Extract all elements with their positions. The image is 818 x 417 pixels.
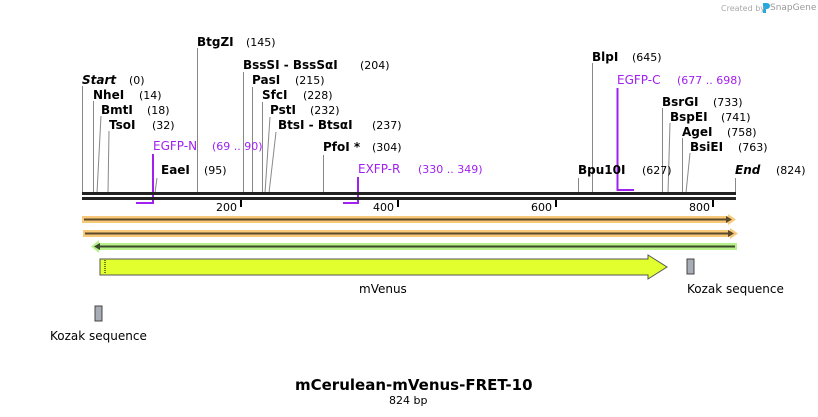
ruler-ticks: [240, 200, 714, 207]
site-agei-pos: (758): [727, 126, 757, 139]
site-bspei[interactable]: BspEI: [670, 110, 708, 124]
site-pasi-pos: (215): [295, 74, 325, 87]
feature-mvenus-arrow[interactable]: [99, 254, 668, 280]
primer-exfp-r[interactable]: EXFP-R: [358, 162, 401, 176]
site-tsoi-pos: (32): [152, 119, 175, 132]
feature-kozak-left[interactable]: [94, 305, 103, 322]
site-psti-pos: (232): [310, 104, 340, 117]
site-btgzi[interactable]: BtgZI: [197, 35, 234, 49]
site-bsssi[interactable]: BssSI - BssSαI: [243, 58, 338, 72]
site-pasi[interactable]: PasI: [252, 73, 281, 87]
site-start-pos: (0): [129, 74, 145, 87]
site-bsrgi[interactable]: BsrGI: [662, 95, 699, 109]
feature-kozak-right[interactable]: [686, 258, 695, 275]
map-length: 824 bp: [389, 394, 428, 407]
feature-kozak-right-label: Kozak sequence: [687, 282, 784, 296]
site-pfoi[interactable]: PfoI *: [323, 140, 361, 154]
primer-egfp-c[interactable]: EGFP-C: [617, 73, 661, 87]
site-sfci-pos: (228): [303, 89, 333, 102]
site-blpi-pos: (645): [632, 51, 662, 64]
site-sfci[interactable]: SfcI: [262, 88, 288, 102]
site-bsssi-pos: (204): [360, 59, 390, 72]
site-tsoi[interactable]: TsoI: [109, 118, 136, 132]
primer-exfp-r-range: (330 .. 349): [418, 163, 483, 176]
site-bsiei[interactable]: BsiEI: [690, 140, 724, 154]
site-blpi[interactable]: BlpI: [592, 50, 619, 64]
primer-markers: [136, 88, 634, 204]
site-bpu10i[interactable]: Bpu10I: [578, 163, 626, 177]
site-nhei[interactable]: NheI: [93, 88, 125, 102]
site-bsrgi-pos: (733): [713, 96, 743, 109]
primer-egfp-n[interactable]: EGFP-N: [153, 139, 198, 153]
site-start[interactable]: Start: [82, 73, 117, 87]
feature-mvenus-label: mVenus: [359, 282, 407, 296]
site-bmti-pos: (18): [147, 104, 170, 117]
backbone-top-strand: [82, 192, 736, 195]
site-eaei[interactable]: EaeI: [161, 163, 190, 177]
site-bspei-pos: (741): [721, 111, 751, 124]
credit-text: Created by: [721, 4, 766, 13]
site-nhei-pos: (14): [139, 89, 162, 102]
site-bmti[interactable]: BmtI: [101, 103, 133, 117]
orf-arrow-reverse[interactable]: [91, 240, 737, 253]
site-btgzi-pos: (145): [246, 36, 276, 49]
credit-brand: SnapGene: [770, 3, 817, 13]
site-psti[interactable]: PstI: [270, 103, 296, 117]
feature-kozak-left-label: Kozak sequence: [50, 329, 147, 343]
site-bpu10i-pos: (627): [642, 164, 672, 177]
primer-egfp-c-range: (677 .. 698): [677, 74, 742, 87]
orf-arrow-1[interactable]: [82, 214, 736, 225]
site-eaei-pos: (95): [204, 164, 227, 177]
site-bsiei-pos: (763): [738, 141, 768, 154]
site-agei[interactable]: AgeI: [682, 125, 713, 139]
site-pfoi-pos: (304): [372, 141, 402, 154]
backbone-bottom-strand: [82, 197, 736, 200]
primer-egfp-n-range: (69 .. 90): [212, 140, 263, 153]
tick-400: 400: [373, 201, 394, 214]
orf-arrow-2[interactable]: [83, 228, 738, 239]
tick-200: 200: [216, 201, 237, 214]
map-title: mCerulean-mVenus-FRET-10: [295, 376, 533, 394]
site-btsi[interactable]: BtsI - BtsαI: [278, 118, 353, 132]
site-end[interactable]: End: [735, 163, 761, 177]
cut-site-lines: [82, 48, 736, 194]
site-end-pos: (824): [776, 164, 806, 177]
site-btsi-pos: (237): [372, 119, 402, 132]
tick-800: 800: [689, 201, 710, 214]
tick-600: 600: [531, 201, 552, 214]
snapgene-logo-icon: [763, 3, 770, 13]
